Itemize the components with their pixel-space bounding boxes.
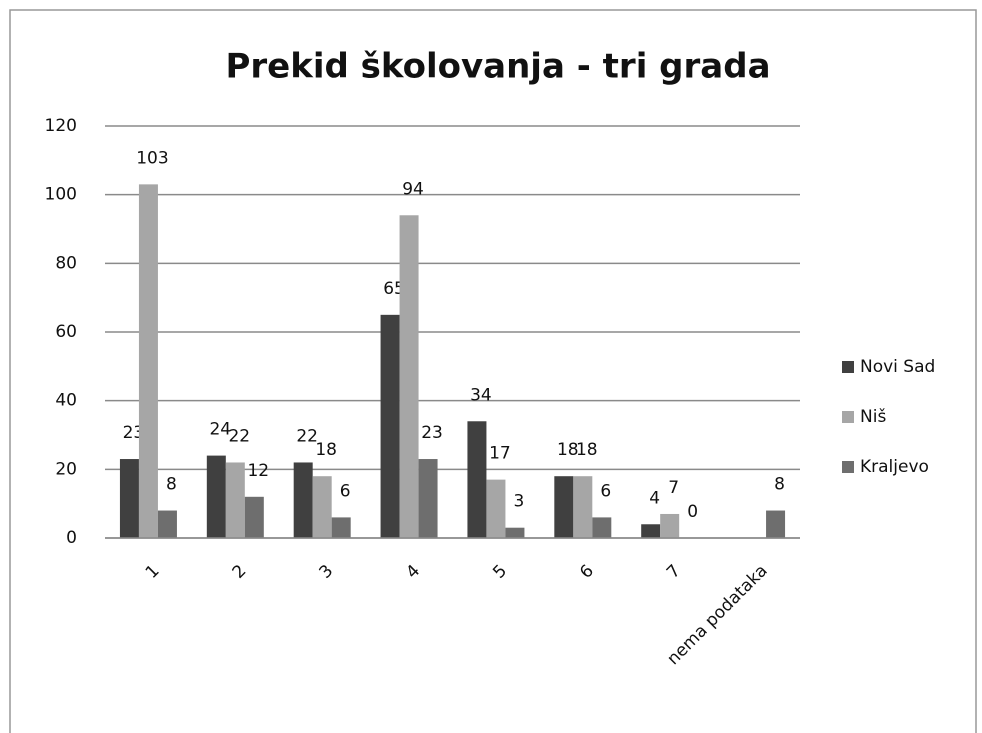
bar	[380, 314, 400, 538]
bar	[119, 459, 139, 538]
bar	[225, 462, 245, 538]
x-tick-label: 3	[315, 561, 337, 583]
y-tick-label: 40	[55, 391, 77, 411]
bar	[505, 527, 525, 538]
y-tick-label: 80	[55, 253, 77, 273]
y-tick-label: 60	[55, 322, 77, 342]
data-label: 6	[340, 481, 351, 501]
data-label: 6	[600, 481, 611, 501]
data-label: 0	[687, 502, 698, 522]
data-label: 23	[421, 423, 443, 443]
bar	[244, 496, 264, 538]
data-label: 3	[514, 492, 525, 512]
data-label: 34	[470, 385, 492, 405]
bar	[573, 476, 593, 538]
y-tick-label: 20	[55, 459, 77, 479]
data-label: 8	[774, 475, 785, 495]
bar	[641, 524, 661, 538]
data-label: 65	[383, 279, 405, 299]
legend-swatch	[842, 411, 854, 423]
legend-label: Kraljevo	[860, 457, 929, 477]
y-tick-label: 100	[45, 185, 77, 205]
data-label: 4	[649, 488, 660, 508]
data-label: 8	[166, 475, 177, 495]
data-label: 103	[136, 148, 168, 168]
bar	[157, 510, 177, 538]
data-label: 18	[576, 440, 598, 460]
data-label: 23	[123, 423, 145, 443]
x-tick-label: 6	[576, 561, 598, 583]
data-label: 24	[209, 420, 231, 440]
bar	[766, 510, 786, 538]
data-label: 18	[557, 440, 579, 460]
bar	[592, 517, 612, 538]
x-tick-label: 5	[489, 561, 511, 583]
data-label: 22	[228, 426, 250, 446]
bar	[467, 421, 487, 538]
x-tick-label: 2	[229, 561, 251, 583]
legend-label: Niš	[860, 407, 886, 427]
bar	[399, 215, 419, 538]
data-label: 22	[296, 426, 318, 446]
legend-swatch	[842, 461, 854, 473]
bar	[660, 513, 680, 538]
legend-swatch	[842, 361, 854, 373]
chart-title: Prekid školovanja - tri grada	[225, 47, 770, 87]
data-label: 17	[489, 444, 511, 464]
bar	[293, 462, 313, 538]
data-label: 18	[315, 440, 337, 460]
y-tick-label: 120	[45, 116, 77, 136]
bar	[331, 517, 351, 538]
data-label: 12	[247, 461, 269, 481]
data-label: 7	[668, 478, 679, 498]
x-tick-label: 4	[402, 561, 424, 583]
frame	[9, 9, 977, 733]
bar	[486, 479, 506, 538]
x-tick-label: 1	[142, 561, 164, 583]
bar	[418, 459, 438, 538]
bar	[554, 476, 574, 538]
data-label: 94	[402, 179, 424, 199]
bar	[312, 476, 332, 538]
bar	[206, 455, 226, 538]
x-tick-label: 7	[663, 561, 685, 583]
bar	[138, 184, 158, 538]
y-tick-label: 0	[66, 528, 77, 548]
legend-label: Novi Sad	[860, 357, 935, 377]
